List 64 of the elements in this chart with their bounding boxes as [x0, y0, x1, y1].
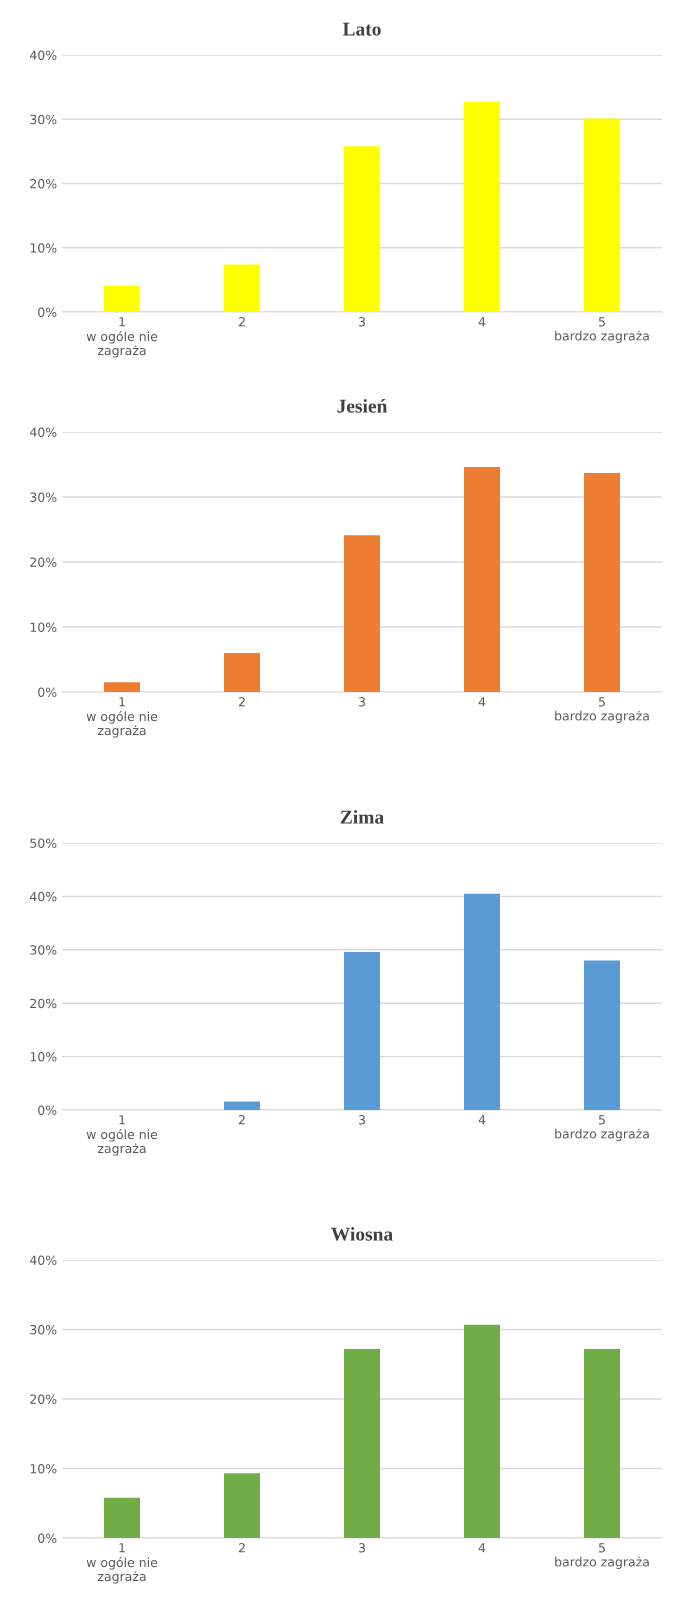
bar — [344, 1348, 380, 1538]
y-tick-label: 10% — [30, 1052, 57, 1062]
y-tick-label: 50% — [30, 838, 57, 848]
x-tick-label: 4 — [478, 317, 486, 327]
y-tick-label: 30% — [30, 1324, 57, 1335]
bar — [464, 467, 500, 692]
x-tick-label: 1 w ogóle nie zagraża — [86, 1543, 158, 1584]
x-tick-label: 4 — [478, 1543, 486, 1553]
y-tick-label: 20% — [30, 178, 57, 189]
bar — [224, 1101, 260, 1110]
chart-title: Jesień — [337, 399, 388, 413]
y-tick-label: 10% — [30, 243, 57, 253]
x-tick-label: 3 — [358, 317, 365, 327]
y-tick-label: 40% — [29, 427, 57, 437]
bar — [464, 893, 500, 1110]
y-tick-label: 20% — [30, 998, 57, 1009]
y-tick-label: 40% — [29, 50, 57, 60]
y-tick-label: 40% — [29, 1255, 57, 1265]
y-tick-label: 10% — [30, 1463, 57, 1474]
x-tick-label: 4 — [478, 1115, 486, 1125]
x-tick-label: 3 — [358, 1115, 365, 1125]
x-tick-label: 2 — [238, 1543, 245, 1553]
bar — [584, 960, 620, 1110]
y-tick-label: 0% — [38, 307, 57, 317]
bar — [464, 101, 500, 312]
x-tick-label: 2 — [238, 1115, 245, 1125]
y-tick-label: 30% — [30, 114, 57, 125]
bar — [584, 1348, 620, 1538]
y-tick-label: 0% — [38, 1105, 57, 1115]
bar — [104, 285, 140, 312]
bar — [104, 1497, 140, 1538]
chart-title: Lato — [342, 22, 381, 36]
x-tick-label: 1 w ogóle nie zagraża — [86, 697, 158, 738]
x-tick-label: 2 — [238, 317, 245, 327]
y-tick-label: 0% — [38, 687, 57, 697]
bar — [344, 951, 380, 1110]
x-tick-label: 3 — [358, 1543, 365, 1553]
x-tick-label: 4 — [478, 697, 486, 707]
chart-title: Wiosna — [331, 1227, 393, 1241]
bar — [584, 118, 620, 312]
y-tick-label: 20% — [30, 557, 57, 567]
bar — [224, 1473, 260, 1538]
bar — [344, 146, 380, 312]
y-tick-label: 20% — [30, 1394, 57, 1404]
chart-title: Zima — [340, 810, 384, 824]
y-tick-label: 10% — [30, 622, 57, 632]
x-tick-label: 3 — [358, 697, 365, 707]
bar — [464, 1324, 500, 1538]
x-tick-label: 5 bardzo zagraża — [555, 317, 649, 343]
x-tick-label: 5 bardzo zagraża — [555, 1115, 649, 1141]
x-tick-label: 5 bardzo zagraża — [555, 697, 649, 723]
x-tick-label: 5 bardzo zagraża — [555, 1543, 649, 1569]
bar — [104, 682, 140, 692]
x-tick-label: 1 w ogóle nie zagraża — [86, 317, 158, 358]
bar — [224, 264, 260, 312]
y-tick-label: 0% — [38, 1533, 57, 1543]
y-tick-label: 30% — [30, 492, 57, 502]
y-tick-label: 30% — [30, 945, 57, 955]
bar — [584, 472, 620, 692]
bar — [344, 535, 380, 692]
x-tick-label: 2 — [238, 697, 245, 707]
x-tick-label: 1 w ogóle nie zagraża — [86, 1115, 158, 1156]
y-tick-label: 40% — [29, 891, 57, 902]
bar — [224, 653, 260, 692]
